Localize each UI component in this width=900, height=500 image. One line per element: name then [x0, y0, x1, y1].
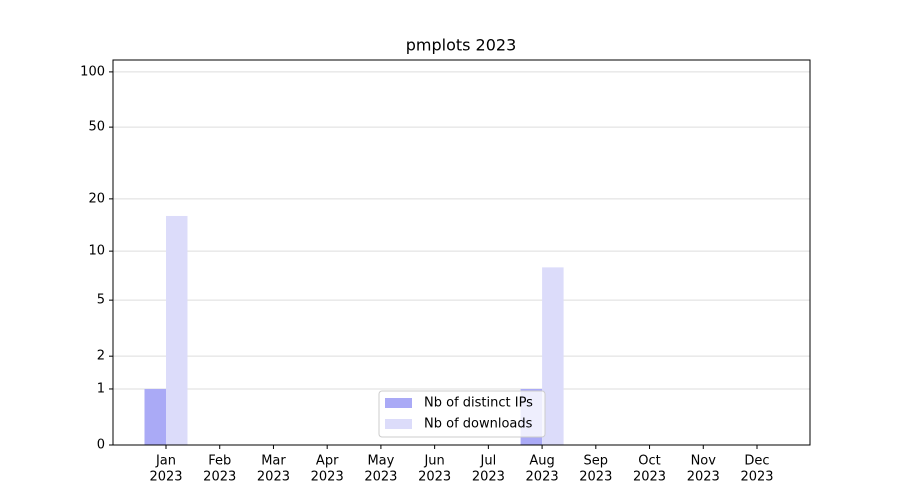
x-tick-label: 2023: [740, 470, 773, 485]
x-tick-label: Aug: [529, 454, 554, 469]
y-tick-label: 5: [97, 293, 105, 308]
x-tick-label: 2023: [364, 470, 397, 485]
x-tick-label: 2023: [579, 470, 612, 485]
legend: Nb of distinct IPs Nb of downloads: [378, 390, 546, 438]
y-tick-label: 100: [80, 64, 105, 79]
x-tick-label: 2023: [257, 470, 290, 485]
x-tick-label: 2023: [149, 470, 182, 485]
x-tick-label: Apr: [316, 454, 339, 469]
legend-box: [378, 390, 546, 438]
x-tick-label: Nov: [691, 454, 717, 469]
x-tick-label: 2023: [687, 470, 720, 485]
x-tick-label: May: [367, 454, 394, 469]
legend-swatch: [385, 398, 412, 408]
legend-label: Nb of distinct IPs: [424, 396, 533, 411]
y-tick-label: 1: [97, 381, 105, 396]
bar: [542, 267, 564, 445]
x-tick-label: 2023: [203, 470, 236, 485]
x-tick-label: Sep: [584, 454, 609, 469]
plot-frame: [112, 59, 811, 446]
x-tick-label: 2023: [633, 470, 666, 485]
bar: [144, 388, 166, 445]
chart-title: pmplots 2023: [406, 36, 517, 55]
x-tick-label: 2023: [526, 470, 559, 485]
y-tick-label: 10: [88, 244, 105, 259]
y-tick-label: 2: [97, 349, 105, 364]
x-tick-label: 2023: [472, 470, 505, 485]
x-tick-label: Jun: [423, 454, 444, 469]
y-tick-label: 0: [97, 438, 105, 453]
x-tick-label: Feb: [208, 454, 231, 469]
x-tick-label: Jan: [155, 454, 176, 469]
legend-swatch: [385, 419, 412, 429]
x-tick-label: 2023: [418, 470, 451, 485]
legend-label: Nb of downloads: [424, 417, 533, 432]
x-tick-label: Jul: [480, 454, 497, 469]
x-tick-label: Dec: [744, 454, 769, 469]
bar: [166, 215, 188, 445]
x-tick-label: Oct: [638, 454, 660, 469]
x-tick-label: 2023: [311, 470, 344, 485]
y-tick-label: 20: [88, 191, 105, 206]
y-tick-label: 50: [88, 120, 105, 135]
x-tick-label: Mar: [261, 454, 286, 469]
